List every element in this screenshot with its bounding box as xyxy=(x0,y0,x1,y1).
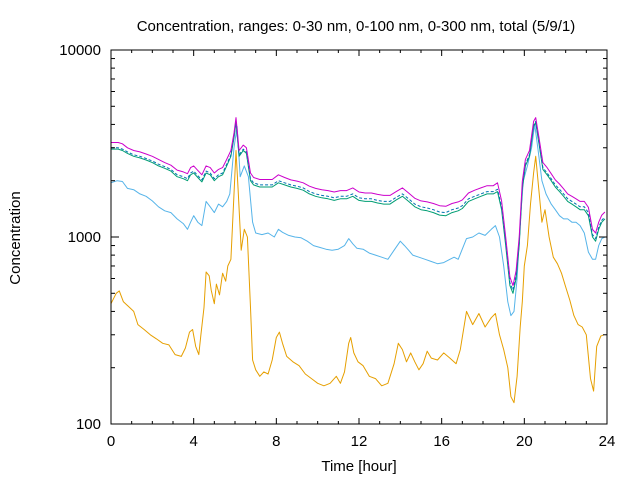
series-line-5 xyxy=(111,117,606,287)
series-line-1 xyxy=(111,150,605,404)
x-tick-label: 16 xyxy=(433,433,450,450)
x-axis-label: Time [hour] xyxy=(321,458,396,475)
x-tick-label: 4 xyxy=(189,433,197,450)
plot-frame xyxy=(110,49,608,425)
y-axis-label: Concentration xyxy=(7,191,24,284)
y-tick-label: 100 xyxy=(76,416,101,433)
chart-title: Concentration, ranges: 0-30 nm, 0-100 nm… xyxy=(137,18,576,35)
x-tick-label: 0 xyxy=(107,433,115,450)
series-line-2 xyxy=(111,123,606,317)
x-tick-label: 20 xyxy=(516,433,533,450)
y-tick-label: 1000 xyxy=(68,229,101,246)
series-line-3 xyxy=(111,121,606,294)
series-line-4 xyxy=(111,120,606,291)
x-tick-label: 8 xyxy=(272,433,280,450)
y-tick-label: 10000 xyxy=(59,42,101,59)
x-tick-label: 24 xyxy=(599,433,616,450)
x-tick-label: 12 xyxy=(351,433,368,450)
plot-area: 0 4 8 12 16 20 24 100 1000 10000 xyxy=(59,42,615,450)
